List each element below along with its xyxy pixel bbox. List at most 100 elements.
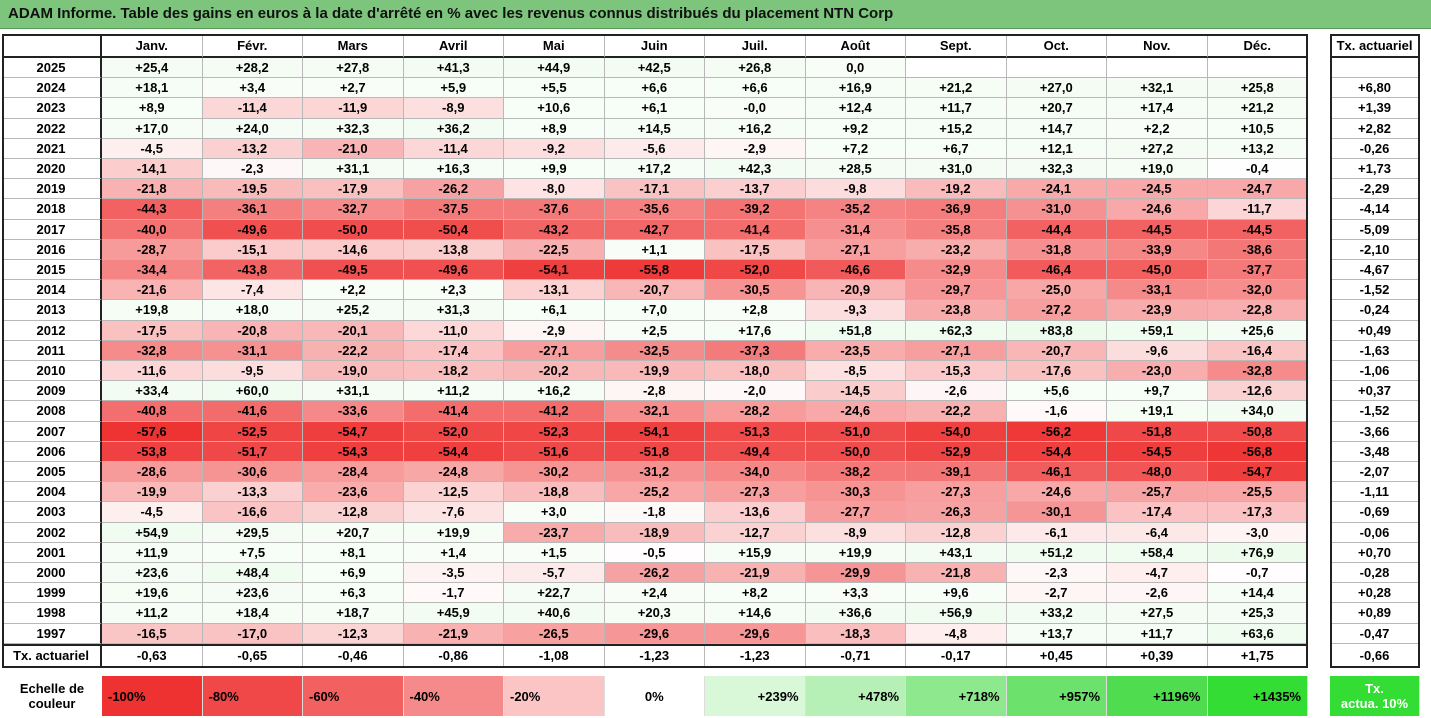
heatmap-cell: -27,1 xyxy=(504,340,605,361)
heatmap-cell xyxy=(1207,58,1308,79)
heatmap-cell: -31,2 xyxy=(604,462,705,483)
heatmap-cell: -46,4 xyxy=(1006,260,1107,281)
legend-swatch: +239% xyxy=(705,676,806,716)
heatmap-cell: -17,4 xyxy=(403,340,504,361)
heatmap-cell: -1,6 xyxy=(1006,401,1107,422)
annual-rate xyxy=(1330,58,1420,79)
heatmap-cell: -25,2 xyxy=(604,482,705,503)
heatmap-cell: -19,9 xyxy=(102,482,203,503)
heatmap-cell: -37,7 xyxy=(1207,260,1308,281)
heatmap-cell: -12,3 xyxy=(303,623,404,644)
heatmap-cell: -0,0 xyxy=(705,98,806,119)
legend-label-line2: couleur xyxy=(28,696,76,711)
heatmap-cell: -54,0 xyxy=(906,421,1007,442)
heatmap-cell: -50,0 xyxy=(303,219,404,240)
month-header: Juin xyxy=(604,34,705,58)
heatmap-cell: -27,1 xyxy=(906,340,1007,361)
footer-rate: -1,23 xyxy=(705,643,806,668)
heatmap-cell: +25,2 xyxy=(303,300,404,321)
footer-rate: +0,39 xyxy=(1107,643,1208,668)
heatmap-cell: -16,5 xyxy=(102,623,203,644)
heatmap-cell: -4,5 xyxy=(102,502,203,523)
heatmap-cell: -46,1 xyxy=(1006,462,1107,483)
heatmap-cell: +36,2 xyxy=(403,118,504,139)
heatmap-cell: -20,1 xyxy=(303,320,404,341)
heatmap-cell: +11,7 xyxy=(1107,623,1208,644)
heatmap-cell: -15,1 xyxy=(202,239,303,260)
heatmap-cell: -48,0 xyxy=(1107,462,1208,483)
heatmap-cell: +25,6 xyxy=(1207,320,1308,341)
heatmap-cell: -44,5 xyxy=(1107,219,1208,240)
heatmap-cell: -17,1 xyxy=(604,179,705,200)
heatmap-cell: -20,9 xyxy=(805,280,906,301)
heatmap-cell: -16,6 xyxy=(202,502,303,523)
heatmap-cell: +19,8 xyxy=(102,300,203,321)
heatmap-cell: -54,4 xyxy=(1006,441,1107,462)
heatmap-cell: -4,8 xyxy=(906,623,1007,644)
heatmap-cell: -52,9 xyxy=(906,441,1007,462)
heatmap-cell: -35,8 xyxy=(906,219,1007,240)
heatmap-cell: +54,9 xyxy=(102,522,203,543)
heatmap-cell: +17,2 xyxy=(604,159,705,180)
heatmap-cell: -6,4 xyxy=(1107,522,1208,543)
heatmap-cell: -28,4 xyxy=(303,462,404,483)
heatmap-cell: -8,9 xyxy=(403,98,504,119)
heatmap-cell: -45,0 xyxy=(1107,260,1208,281)
heatmap-cell: -41,4 xyxy=(705,219,806,240)
heatmap-cell: +14,4 xyxy=(1207,583,1308,604)
heatmap-cell: -52,0 xyxy=(403,421,504,442)
heatmap-cell: -25,5 xyxy=(1207,482,1308,503)
heatmap-cell: +2,2 xyxy=(1107,118,1208,139)
heatmap-cell: -23,6 xyxy=(303,482,404,503)
heatmap-cell: -50,0 xyxy=(805,441,906,462)
heatmap-cell: -55,8 xyxy=(604,260,705,281)
heatmap-cell: -17,0 xyxy=(202,623,303,644)
heatmap-cell: +27,8 xyxy=(303,58,404,79)
heatmap-cell: -7,4 xyxy=(202,280,303,301)
heatmap-cell: +41,3 xyxy=(403,58,504,79)
heatmap-cell: +14,6 xyxy=(705,603,806,624)
annual-rate: -5,09 xyxy=(1330,219,1420,240)
table-title: ADAM Informe. Table des gains en euros à… xyxy=(8,5,894,22)
legend-swatch: 0% xyxy=(604,676,705,716)
heatmap-cell: +25,4 xyxy=(102,58,203,79)
heatmap-cell: +60,0 xyxy=(202,381,303,402)
heatmap-cell: -24,5 xyxy=(1107,179,1208,200)
heatmap-cell: -25,0 xyxy=(1006,280,1107,301)
heatmap-cell: +43,1 xyxy=(906,542,1007,563)
annual-rate: -3,66 xyxy=(1330,421,1420,442)
heatmap-cell: +15,9 xyxy=(705,542,806,563)
heatmap-cell: -2,8 xyxy=(604,381,705,402)
legend-label: Echelle de couleur xyxy=(2,676,102,716)
heatmap-cell: -13,3 xyxy=(202,482,303,503)
annual-rate: -2,29 xyxy=(1330,179,1420,200)
heatmap-cell: -9,2 xyxy=(504,138,605,159)
heatmap-cell: +14,5 xyxy=(604,118,705,139)
heatmap-cell: -36,9 xyxy=(906,199,1007,220)
legend-label-line1: Echelle de xyxy=(19,681,85,696)
heatmap-cell: -19,5 xyxy=(202,179,303,200)
heatmap-cell: -3,5 xyxy=(403,563,504,584)
heatmap-cell: +18,4 xyxy=(202,603,303,624)
month-header: Févr. xyxy=(202,34,303,58)
heatmap-cell: -24,1 xyxy=(1006,179,1107,200)
footer-rate: +0,45 xyxy=(1006,643,1107,668)
heatmap-cell: -2,3 xyxy=(1006,563,1107,584)
heatmap-cell: -30,5 xyxy=(705,280,806,301)
heatmap-cell: -51,8 xyxy=(1107,421,1208,442)
heatmap-cell: -33,6 xyxy=(303,401,404,422)
heatmap-cell: -17,9 xyxy=(303,179,404,200)
annual-rate: -0,47 xyxy=(1330,623,1420,644)
heatmap-cell: -49,5 xyxy=(303,260,404,281)
heatmap-cell: -46,6 xyxy=(805,260,906,281)
month-header: Déc. xyxy=(1207,34,1308,58)
heatmap-cell: -32,8 xyxy=(1207,361,1308,382)
heatmap-cell: -51,3 xyxy=(705,421,806,442)
heatmap-cell: -40,0 xyxy=(102,219,203,240)
heatmap-cell: -36,1 xyxy=(202,199,303,220)
heatmap-cell: -28,6 xyxy=(102,462,203,483)
heatmap-cell: -2,6 xyxy=(1107,583,1208,604)
heatmap-cell: +8,9 xyxy=(504,118,605,139)
heatmap-cell: +17,6 xyxy=(705,320,806,341)
heatmap-cell: -11,4 xyxy=(403,138,504,159)
